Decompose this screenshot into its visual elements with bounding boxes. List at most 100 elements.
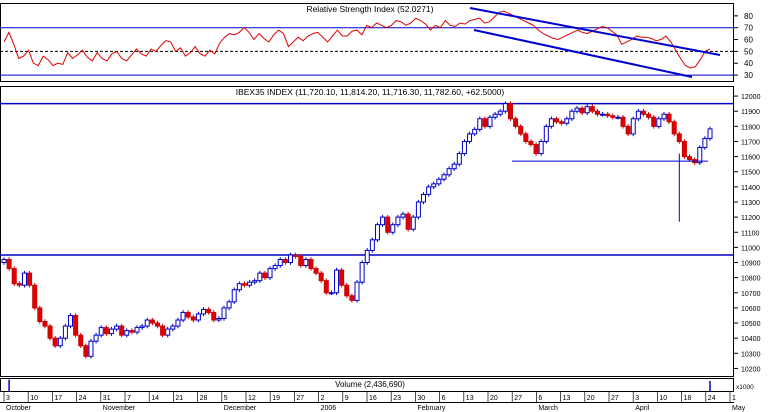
candle-body <box>543 125 549 142</box>
x-day-label: 5 <box>224 395 228 402</box>
rsi-panel: Relative Strength Index (52.0271) 30 40 50… <box>0 3 753 82</box>
price-tick-label: 10200 <box>741 366 761 373</box>
candle-body <box>605 113 611 117</box>
candle-body <box>236 283 242 291</box>
rsi-panel-frame <box>0 3 734 82</box>
candle-body <box>497 110 503 115</box>
volume-panel-frame <box>0 378 734 392</box>
candle-body <box>42 321 48 327</box>
rsi-tick-label: 50 <box>744 47 753 56</box>
candle-body <box>415 201 421 218</box>
candle-body <box>83 345 89 357</box>
candle-body <box>569 110 575 120</box>
candle-body <box>241 283 247 286</box>
price-tick-label: 10600 <box>741 306 761 313</box>
x-day-label: 9 <box>345 395 349 402</box>
rsi-tick-label: 70 <box>744 24 753 33</box>
x-day-label: 19 <box>272 395 280 402</box>
candle-body <box>635 110 641 120</box>
price-tick-label: 11200 <box>741 215 760 222</box>
rsi-tick-label: 30 <box>744 71 753 80</box>
candle-body <box>328 292 334 295</box>
candle-body <box>441 174 447 180</box>
price-tick-label: 11300 <box>741 200 760 207</box>
x-day-label: 10 <box>30 395 38 402</box>
candle-body <box>52 337 58 347</box>
candle-body <box>400 213 406 218</box>
candle-body <box>257 272 263 282</box>
candle-body <box>477 118 483 130</box>
candle-body <box>98 327 104 336</box>
candle-body <box>421 193 427 203</box>
candle-body <box>37 307 43 323</box>
candle-body <box>277 258 283 267</box>
candle-body <box>252 280 258 283</box>
price-tick-label: 10500 <box>741 321 761 328</box>
x-day-label: 30 <box>417 395 425 402</box>
candle-body <box>57 337 63 347</box>
candle-body <box>165 328 171 336</box>
x-day-label: 24 <box>708 395 716 402</box>
candle-body <box>293 254 299 257</box>
candle-body <box>518 125 524 135</box>
candle-body <box>323 280 329 294</box>
candle-body <box>267 268 273 279</box>
candle-body <box>538 140 544 155</box>
x-day-label: 31 <box>103 395 111 402</box>
x-day-label: 3 <box>635 395 639 402</box>
candle-body <box>697 147 703 164</box>
candle-body <box>144 319 150 327</box>
candle-body <box>303 258 309 267</box>
candle-body <box>129 330 135 333</box>
candle-body <box>646 113 652 118</box>
candle-body <box>272 265 278 270</box>
candle-body <box>73 314 79 336</box>
price-tick-label: 10400 <box>741 336 761 343</box>
x-day-label: 3 <box>6 395 10 402</box>
x-day-label: 16 <box>369 395 377 402</box>
candle-body <box>349 295 355 301</box>
x-day-label: 1 <box>732 395 736 402</box>
candle-body <box>707 128 713 139</box>
candle-body <box>16 283 22 286</box>
candle-body <box>467 133 473 142</box>
price-tick-label: 11000 <box>741 245 760 252</box>
candle-body <box>620 116 626 127</box>
candle-body <box>108 328 114 335</box>
candle-body <box>339 269 345 286</box>
candle-body <box>548 118 554 127</box>
volume-unit-label: x1000 <box>736 384 754 391</box>
x-day-label: 27 <box>296 395 304 402</box>
price-tick-label: 11500 <box>741 170 760 177</box>
x-day-label: 27 <box>611 395 619 402</box>
rsi-tick-label: 40 <box>744 59 753 68</box>
candle-body <box>374 224 380 241</box>
candle-body <box>594 110 600 115</box>
volume-panel: Volume (2,436,690) x1000 <box>0 378 754 392</box>
candle-body <box>190 316 196 321</box>
candle-body <box>359 262 365 283</box>
price-tick-label: 11800 <box>741 124 760 131</box>
candle-body <box>666 113 672 123</box>
x-day-label: 6 <box>442 395 446 402</box>
candle-body <box>369 239 375 251</box>
candle-body <box>461 140 467 155</box>
candle-body <box>114 325 120 330</box>
candle-body <box>456 153 462 165</box>
candle-body <box>513 118 519 127</box>
price-tick-label: 10300 <box>741 351 761 358</box>
candle-body <box>298 255 304 267</box>
price-tick-label: 10800 <box>741 276 761 283</box>
rsi-trend-upper <box>469 7 721 56</box>
candle-body <box>62 325 68 339</box>
candle-body <box>318 272 324 282</box>
x-day-label: 13 <box>563 395 571 402</box>
candle-body <box>27 272 33 286</box>
candle-body <box>78 334 84 347</box>
candle-body <box>651 116 657 127</box>
candle-body <box>615 116 621 119</box>
candle-body <box>21 272 27 286</box>
candle-body <box>47 325 53 339</box>
candle-body <box>564 118 570 124</box>
candle-body <box>589 106 595 112</box>
